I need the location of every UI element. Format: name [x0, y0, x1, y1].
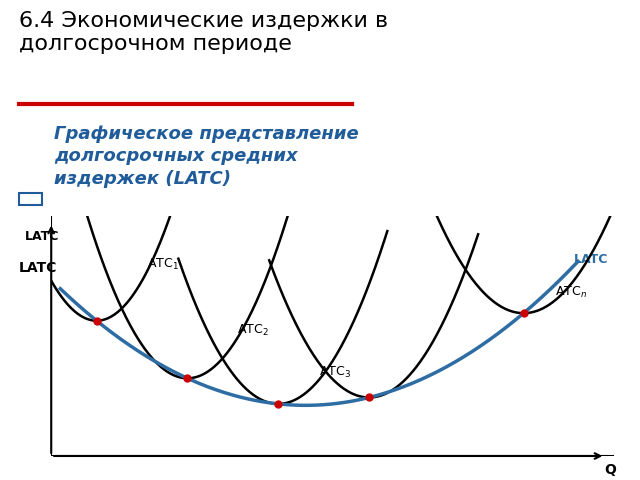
Text: Графическое представление
долгосрочных средних
издержек (LATC): Графическое представление долгосрочных с…: [54, 125, 359, 188]
Text: LATC: LATC: [25, 229, 60, 242]
Text: ATC$_n$: ATC$_n$: [556, 285, 588, 300]
Text: ATC$_3$: ATC$_3$: [319, 364, 351, 380]
Text: 6.4 Экономические издержки в
долгосрочном периоде: 6.4 Экономические издержки в долгосрочно…: [19, 11, 388, 54]
Text: Q: Q: [604, 463, 616, 477]
Text: ATC$_1$: ATC$_1$: [147, 257, 179, 272]
Text: LATC: LATC: [19, 261, 57, 276]
Text: ATC$_2$: ATC$_2$: [237, 323, 269, 338]
Text: LATC: LATC: [573, 253, 608, 266]
